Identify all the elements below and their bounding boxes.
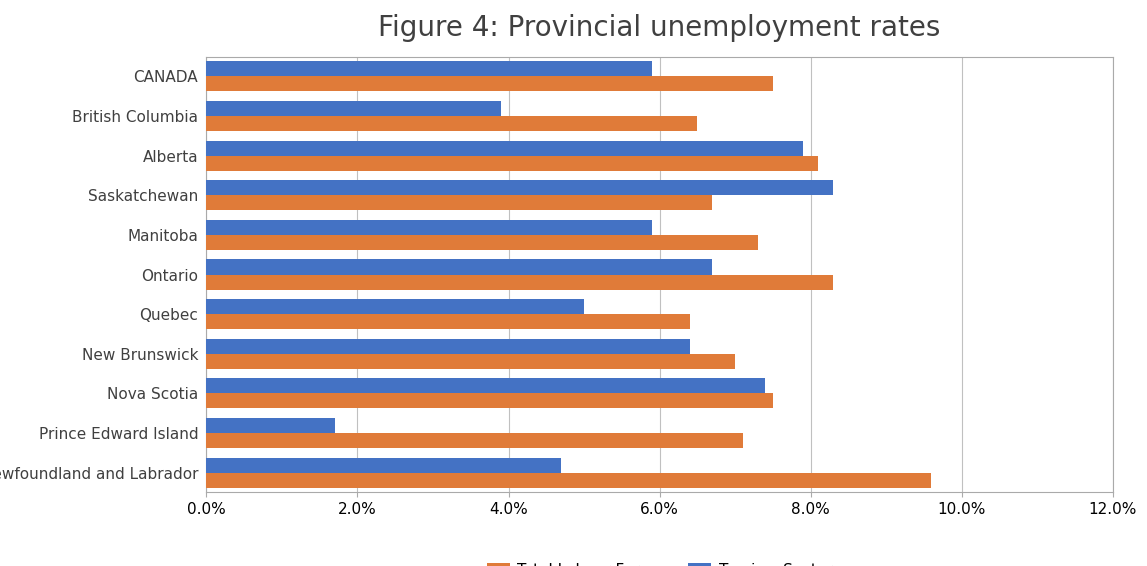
Bar <box>206 314 689 329</box>
Bar <box>206 140 803 156</box>
Bar <box>206 61 651 76</box>
Bar <box>206 457 561 473</box>
Bar <box>206 220 651 235</box>
Bar <box>206 259 712 275</box>
Bar <box>206 393 773 409</box>
Bar <box>206 156 818 171</box>
Bar <box>206 275 833 290</box>
Bar <box>206 418 335 433</box>
Bar <box>206 338 689 354</box>
Bar <box>206 378 765 393</box>
Bar <box>206 354 735 369</box>
Bar <box>206 299 584 314</box>
Legend: Total Labour Force, Tourism Sector: Total Labour Force, Tourism Sector <box>481 557 838 566</box>
Bar <box>206 235 758 250</box>
Title: Figure 4: Provincial unemployment rates: Figure 4: Provincial unemployment rates <box>379 14 941 42</box>
Bar <box>206 101 501 116</box>
Bar <box>206 76 773 92</box>
Bar <box>206 473 931 488</box>
Bar <box>206 433 742 448</box>
Bar <box>206 195 712 211</box>
Bar <box>206 180 833 195</box>
Bar <box>206 116 697 131</box>
